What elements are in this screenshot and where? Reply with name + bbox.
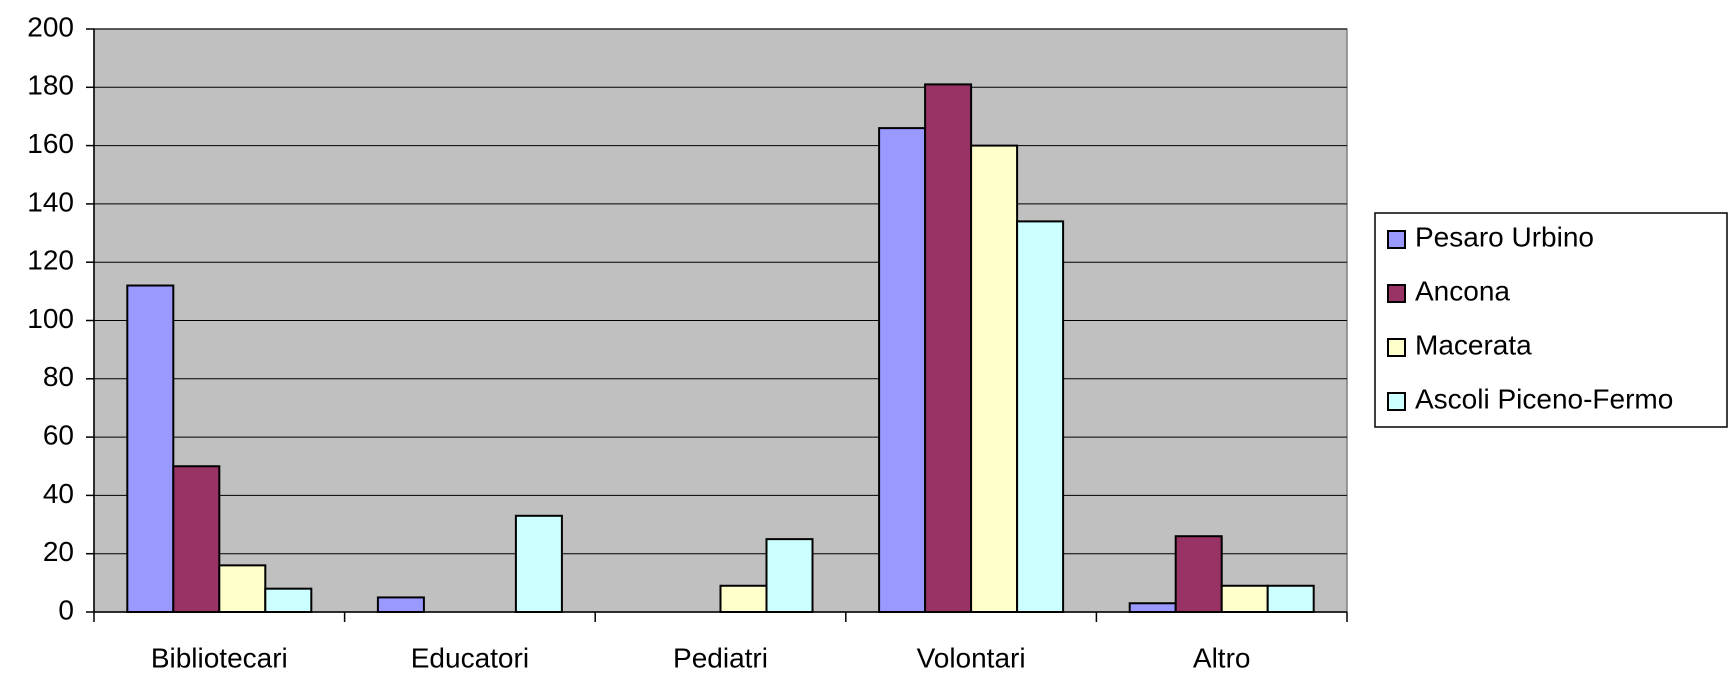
bar (719, 584, 768, 614)
x-tick-label: Altro (1193, 642, 1251, 673)
legend-label: Ancona (1415, 275, 1510, 306)
legend-label: Ascoli Piceno-Fermo (1415, 383, 1673, 414)
x-tick-label: Educatori (411, 642, 529, 673)
bar (1220, 584, 1269, 614)
y-tick-label: 160 (27, 128, 74, 159)
x-tick-label: Volontari (917, 642, 1026, 673)
bar (765, 538, 814, 613)
bar (924, 83, 973, 613)
bar (1128, 602, 1177, 614)
legend-swatch (1387, 392, 1406, 411)
bar (970, 144, 1019, 613)
bar (514, 514, 563, 613)
y-tick-label: 0 (58, 594, 74, 625)
bar (264, 587, 313, 613)
legend-swatch (1387, 338, 1406, 357)
bar (878, 127, 927, 614)
y-tick-label: 20 (43, 536, 74, 567)
x-tick-label: Pediatri (673, 642, 768, 673)
y-tick-label: 140 (27, 186, 74, 217)
legend-label: Pesaro Urbino (1415, 221, 1594, 252)
legend-swatch (1387, 284, 1406, 303)
x-tick-label: Bibliotecari (151, 642, 288, 673)
bar (1016, 220, 1065, 613)
legend-box (1374, 212, 1728, 428)
y-tick-label: 200 (27, 11, 74, 42)
y-tick-label: 80 (43, 361, 74, 392)
bar (1266, 584, 1315, 614)
bar (172, 465, 221, 613)
y-tick-label: 60 (43, 419, 74, 450)
legend-swatch (1387, 230, 1406, 249)
legend-label: Macerata (1415, 329, 1532, 360)
y-tick-label: 100 (27, 303, 74, 334)
bar (126, 284, 175, 613)
bar (376, 596, 425, 613)
bar (218, 564, 267, 613)
y-tick-label: 120 (27, 245, 74, 276)
y-tick-label: 180 (27, 70, 74, 101)
bar (1174, 535, 1223, 614)
y-tick-label: 40 (43, 478, 74, 509)
